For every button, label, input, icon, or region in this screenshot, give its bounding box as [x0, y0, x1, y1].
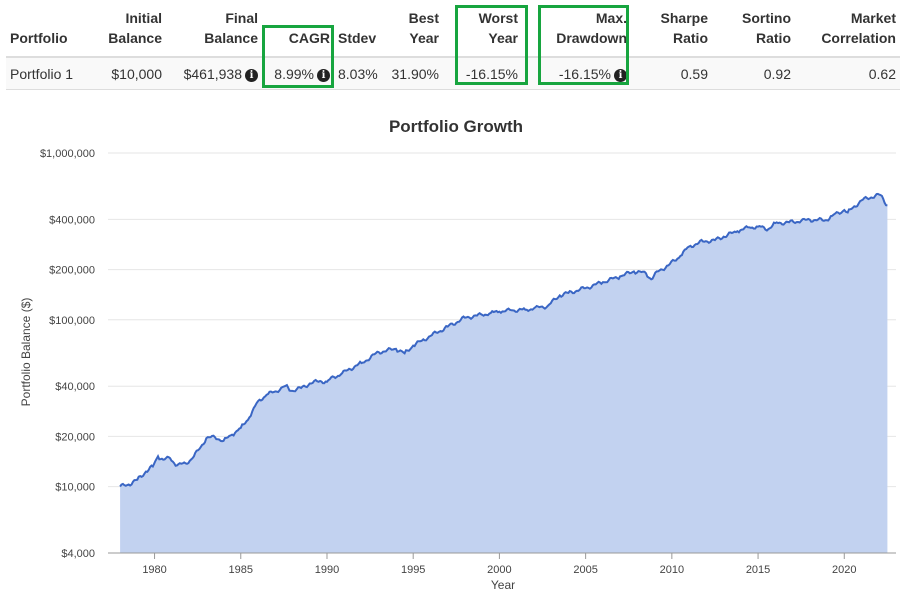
- max-drawdown-value: -16.15%: [558, 65, 611, 82]
- cell-stdev: 8.03%: [334, 57, 379, 90]
- x-tick-label: 2015: [746, 564, 770, 576]
- x-tick-label: 2005: [573, 564, 597, 576]
- header-stdev[interactable]: Stdev: [334, 0, 379, 58]
- header-sortino-ratio[interactable]: Sortino Ratio: [712, 0, 795, 58]
- cell-best-year: 31.90%: [379, 57, 443, 90]
- x-tick-label: 1985: [229, 564, 253, 576]
- series-line: [119, 192, 888, 488]
- y-tick-label: $40,000: [55, 381, 95, 393]
- y-tick-label: $400,000: [49, 214, 95, 226]
- y-tick-label: $100,000: [49, 315, 95, 327]
- y-tick-label: $4,000: [61, 548, 95, 560]
- cell-final-balance: $461,938 i: [166, 57, 262, 90]
- header-market-correlation[interactable]: Market Correlation: [795, 0, 900, 58]
- header-cagr[interactable]: CAGR: [262, 0, 334, 58]
- y-tick-label: $20,000: [55, 431, 95, 443]
- cell-cagr: 8.99% i: [262, 57, 334, 90]
- y-axis-ticks: $1,000,000 $400,000 $200,000 $100,000 $40,00…: [40, 148, 95, 560]
- series-area: [120, 193, 888, 553]
- cell-sortino-ratio: 0.92: [712, 57, 795, 90]
- cell-market-correlation: 0.62: [795, 57, 900, 90]
- x-tick-label: 2000: [487, 564, 511, 576]
- cell-initial-balance: $10,000: [104, 57, 166, 90]
- cagr-value: 8.99%: [274, 65, 314, 82]
- info-icon[interactable]: i: [317, 68, 330, 82]
- x-axis-title: Year: [491, 578, 515, 592]
- header-worst-year[interactable]: Worst Year: [443, 0, 522, 58]
- x-tick-label: 2010: [660, 564, 684, 576]
- header-final-balance[interactable]: Final Balance: [166, 0, 262, 58]
- header-initial-balance[interactable]: Initial Balance: [104, 0, 166, 58]
- y-tick-label: $10,000: [55, 482, 95, 494]
- y-tick-label: $200,000: [49, 265, 95, 277]
- final-balance-value: $461,938: [183, 65, 242, 82]
- info-icon[interactable]: i: [245, 68, 258, 82]
- info-icon[interactable]: i: [614, 68, 627, 82]
- chart-title: Portfolio Growth: [389, 117, 523, 136]
- y-axis-title: Portfolio Balance ($): [19, 298, 33, 407]
- cell-portfolio: Portfolio 1: [6, 57, 104, 90]
- y-tick-label: $1,000,000: [40, 148, 95, 160]
- x-tick-label: 2020: [832, 564, 856, 576]
- header-portfolio[interactable]: Portfolio: [6, 0, 104, 58]
- header-sharpe-ratio[interactable]: Sharpe Ratio: [631, 0, 712, 58]
- header-best-year[interactable]: Best Year: [379, 0, 443, 58]
- x-tick-label: 1980: [142, 564, 166, 576]
- x-axis-ticks: 1980 1985 1990 1995 2000 2005 2010 2015 2020: [142, 553, 857, 576]
- x-tick-label: 1995: [401, 564, 425, 576]
- x-tick-label: 1990: [315, 564, 339, 576]
- cell-sharpe-ratio: 0.59: [631, 57, 712, 90]
